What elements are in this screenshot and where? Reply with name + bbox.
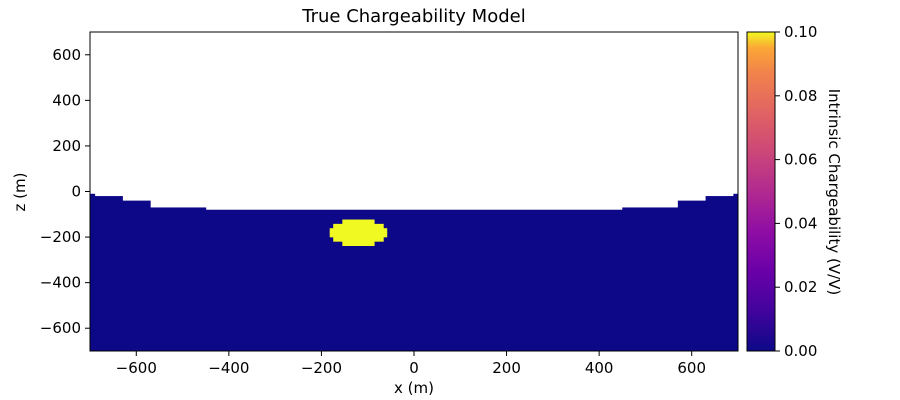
colorbar-label: Intrinsic Chargeability (V/V) xyxy=(825,88,843,296)
colorbar-frame xyxy=(746,31,776,352)
colorbar-ticks: 0.00 0.02 0.04 0.06 0.08 0.10 xyxy=(775,23,817,360)
plot-area xyxy=(89,31,739,352)
y-tick-label: −200 xyxy=(40,228,81,246)
anomaly-cell-1 xyxy=(333,223,384,229)
colorbar-tick-label: 0.06 xyxy=(784,151,817,169)
y-tick-label: 400 xyxy=(52,91,81,109)
x-tick-label: −400 xyxy=(208,359,249,377)
earth-cell-7 xyxy=(705,196,734,351)
y-tick-label: −400 xyxy=(40,274,81,292)
earth-cell-4 xyxy=(205,209,623,351)
x-tick-label: −200 xyxy=(301,359,342,377)
colorbar-tick-label: 0.04 xyxy=(784,214,817,232)
x-tick-label: 0 xyxy=(409,359,419,377)
anomaly-cell-4 xyxy=(333,236,384,242)
x-tick-label: −600 xyxy=(116,359,157,377)
x-tick-label: 200 xyxy=(492,359,521,377)
earth-layer xyxy=(90,193,738,351)
y-axis: −600 −400 −200 0 200 400 600 xyxy=(40,46,90,337)
anomaly-cell-0 xyxy=(342,219,375,225)
colorbar: 0.00 0.02 0.04 0.06 0.08 0.10 xyxy=(746,23,817,360)
earth-cell-8 xyxy=(733,193,738,351)
x-tick-label: 600 xyxy=(677,359,706,377)
colorbar-tick-label: 0.02 xyxy=(784,278,817,296)
earth-cell-5 xyxy=(622,207,679,351)
anomaly-cell-3 xyxy=(329,232,388,238)
anomaly-layer xyxy=(329,219,388,247)
x-axis: −600 −400 −200 0 200 400 600 xyxy=(116,351,706,377)
colorbar-gradient xyxy=(747,32,775,351)
chart-title: True Chargeability Model xyxy=(302,6,526,27)
y-tick-label: 0 xyxy=(71,183,81,201)
earth-cell-3 xyxy=(150,207,207,351)
x-tick-label: 400 xyxy=(585,359,614,377)
earth-cell-1 xyxy=(94,196,123,351)
y-tick-label: 600 xyxy=(52,46,81,64)
anomaly-cell-5 xyxy=(342,241,375,247)
anomaly-cell-2 xyxy=(329,228,388,234)
earth-cell-2 xyxy=(122,200,151,351)
earth-cell-6 xyxy=(677,200,707,351)
colorbar-tick-label: 0.10 xyxy=(784,23,817,41)
y-tick-label: 200 xyxy=(52,137,81,155)
y-tick-label: −600 xyxy=(40,319,81,337)
earth-cell-0 xyxy=(90,193,96,351)
colorbar-tick-label: 0.08 xyxy=(784,87,817,105)
colorbar-tick-label: 0.00 xyxy=(784,342,817,360)
x-axis-label: x (m) xyxy=(394,379,434,397)
y-axis-label: z (m) xyxy=(11,172,29,212)
